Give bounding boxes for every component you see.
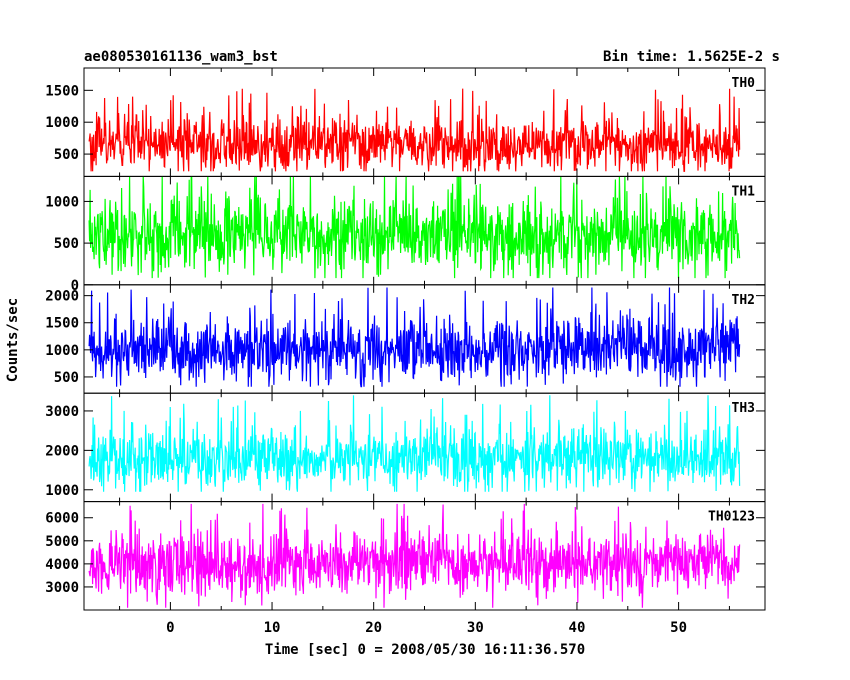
panels: 500 1000 1500 TH0 0 500 1000 TH1 500 1000 1500 2000…: [45, 67, 766, 611]
x-tick-labels: 0 10 20 30 40 50: [166, 620, 687, 636]
series-th2: [88, 287, 741, 388]
y-tick-label: 3000: [45, 580, 79, 596]
series-th3: [88, 395, 741, 492]
panel-label: TH1: [732, 184, 756, 199]
y-tick-label: 1000: [45, 115, 79, 131]
panel-label: TH3: [732, 401, 755, 416]
panel-th1: 0 500 1000 TH1: [45, 175, 766, 294]
y-tick-label: 500: [54, 236, 79, 252]
y-tick-label: 1000: [45, 343, 79, 359]
x-tick-label: 30: [467, 620, 484, 636]
x-tick-label: 40: [569, 620, 586, 636]
panel-th0: 500 1000 1500 TH0: [45, 67, 766, 177]
y-axis-label: Counts/sec: [5, 298, 21, 382]
y-tick-label: 1500: [45, 316, 79, 332]
y-tick-label: 5000: [45, 534, 79, 550]
x-tick-label: 20: [365, 620, 382, 636]
x-tick-label: 50: [670, 620, 687, 636]
y-tick-label: 500: [54, 147, 79, 163]
panel-label: TH0: [732, 76, 756, 91]
y-tick-label: 4000: [45, 557, 79, 573]
bin-time-label: Bin time: 1.5625E-2 s: [603, 49, 780, 65]
x-axis-label: Time [sec] 0 = 2008/05/30 16:11:36.570: [265, 642, 585, 658]
series-th0: [88, 88, 741, 172]
y-tick-label: 1500: [45, 83, 79, 99]
y-tick-label: 0: [71, 278, 79, 294]
series-th1: [88, 176, 741, 279]
x-tick-label: 10: [264, 620, 281, 636]
panel-th0123: 3000 4000 5000 6000 TH0123: [45, 501, 766, 611]
y-tick-label: 500: [54, 370, 79, 386]
panel-th2: 500 1000 1500 2000 TH2: [45, 284, 766, 394]
y-tick-label: 6000: [45, 511, 79, 527]
x-tick-label: 0: [166, 620, 174, 636]
series-th0123: [88, 503, 741, 608]
chart-title: ae080530161136_wam3_bst: [84, 49, 278, 65]
y-tick-label: 1000: [45, 483, 79, 499]
y-tick-label: 1000: [45, 194, 79, 210]
y-tick-label: 2000: [45, 443, 79, 459]
y-tick-label: 3000: [45, 404, 79, 420]
panel-th3: 1000 2000 3000 TH3: [45, 392, 766, 503]
panel-label: TH2: [732, 293, 755, 308]
panel-label: TH0123: [708, 510, 755, 525]
y-tick-label: 2000: [45, 289, 79, 305]
